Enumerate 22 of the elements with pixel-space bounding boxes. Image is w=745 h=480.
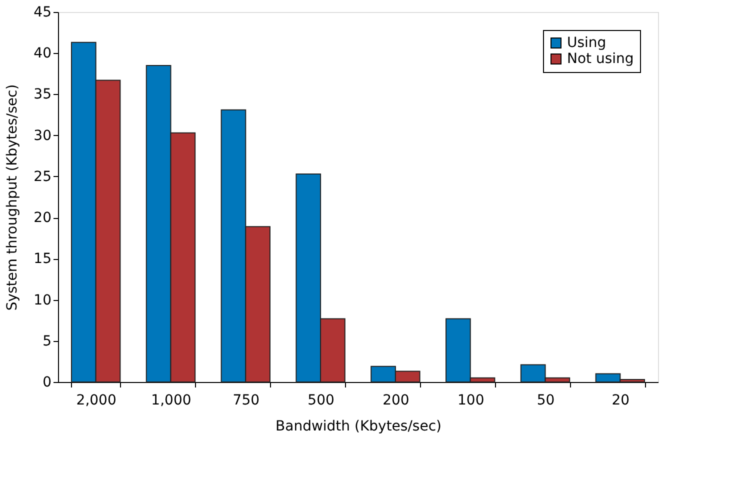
y-tick-label: 25 bbox=[34, 168, 52, 185]
x-tick-label: 200 bbox=[382, 392, 410, 408]
x-axis-title: Bandwidth (Kbytes/sec) bbox=[276, 418, 442, 434]
x-tick-label: 1,000 bbox=[151, 392, 192, 408]
y-tick-label: 10 bbox=[34, 292, 52, 308]
legend-label: Not using bbox=[567, 51, 634, 67]
y-tick-label: 45 bbox=[34, 4, 52, 20]
x-tick-label: 20 bbox=[612, 392, 630, 408]
x-tick-label: 750 bbox=[232, 392, 260, 408]
y-tick-label: 40 bbox=[34, 46, 52, 62]
y-tick-label: 35 bbox=[34, 86, 52, 103]
y-tick-label: 20 bbox=[34, 210, 52, 226]
x-tick-label: 100 bbox=[457, 392, 484, 408]
y-axis-title: System throughput (Kbytes/sec) bbox=[4, 84, 21, 311]
y-tick-label: 0 bbox=[42, 374, 52, 390]
x-tick-label: 50 bbox=[536, 392, 555, 408]
x-tick-label: 2,000 bbox=[76, 392, 116, 408]
y-tick-label: 5 bbox=[42, 333, 52, 350]
legend-label: Using bbox=[567, 35, 606, 51]
y-tick-label: 15 bbox=[34, 251, 52, 268]
x-tick-label: 500 bbox=[308, 392, 334, 408]
y-tick-label: 30 bbox=[34, 128, 52, 144]
